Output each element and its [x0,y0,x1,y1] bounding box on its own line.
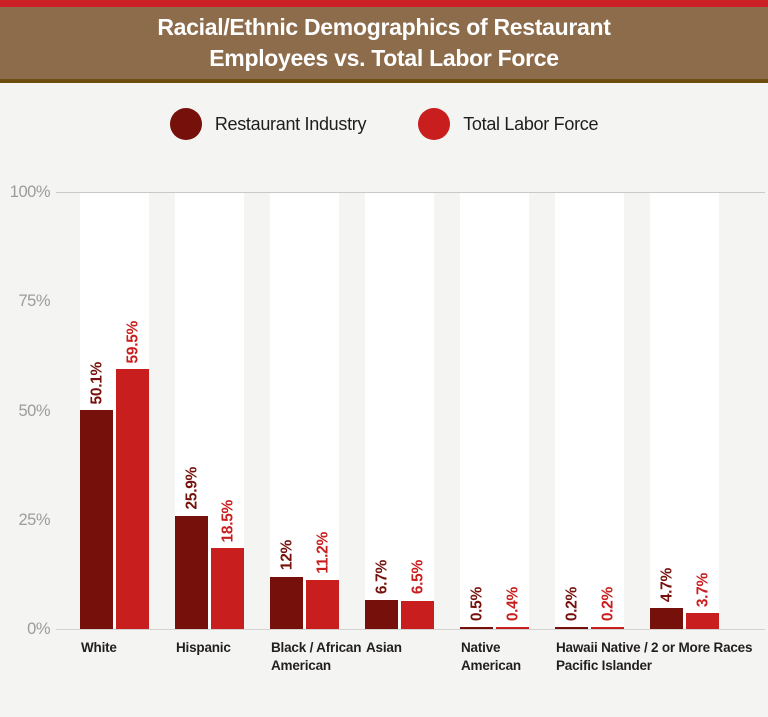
category-band: 25.9% 18.5% [175,193,244,629]
legend-label: Restaurant Industry [214,113,367,134]
bar-restaurant-industry [555,627,588,629]
y-tick-label: 0% [27,620,50,638]
category-band: 4.7% 3.7% [650,193,719,629]
bar-value-label: 25.9% [182,467,200,510]
category-label: Native American [461,640,521,673]
category-label: Asian [366,640,402,655]
y-tick-label: 50% [18,401,50,420]
bar-total-labor-force [591,627,624,629]
legend-label: Total Labor Force [463,113,599,134]
bar-total-labor-force [211,548,244,629]
bar-value-label: 6.7% [372,559,390,594]
category-band: 50.1% 59.5% [80,193,149,629]
page-title: Racial/Ethnic Demographics of Restaurant… [157,13,611,71]
bar-value-label: 59.5% [123,320,141,363]
bar-restaurant-industry [80,410,113,629]
bar-total-labor-force [401,600,434,629]
y-tick-label: 75% [18,292,50,311]
bar-value-label: 0.2% [598,586,616,621]
bar-value-label: 12% [277,540,295,571]
y-tick-label: 100% [9,183,51,201]
title-banner: Racial/Ethnic Demographics of Restaurant… [0,7,768,83]
bar-value-label: 0.2% [562,586,580,621]
legend-item-restaurant-industry: Restaurant Industry [169,108,367,140]
legend-item-total-labor-force: Total Labor Force [418,108,598,140]
legend-swatch-labor-icon [418,108,451,140]
bar-total-labor-force [496,627,529,629]
bar-restaurant-industry [460,626,493,629]
bar-value-label: 11.2% [313,532,331,575]
axis-baseline [56,629,765,630]
bar-total-labor-force [116,369,149,629]
bar-total-labor-force [686,612,719,629]
bar-restaurant-industry [650,608,683,629]
bar-value-label: 0.5% [467,586,485,621]
bar-value-label: 3.7% [693,572,711,607]
bar-value-label: 50.1% [87,361,105,405]
top-accent-bar [0,0,768,7]
category-label: Hispanic [176,640,231,655]
category-band: 0.5% 0.4% [460,193,529,629]
bar-total-labor-force [306,580,339,629]
x-axis-labels: White Hispanic Black / African American Asi… [0,639,768,703]
bar-restaurant-industry [175,515,208,629]
chart-legend: Restaurant Industry Total Labor Force [0,108,768,140]
bar-chart-plot-area: 100% 75% 50% 25% 0% 50.1% 59.5% 25.9% 18.5% 12% 11… [0,183,768,638]
category-band: 0.2% 0.2% [555,193,624,629]
bar-restaurant-industry [270,576,303,629]
category-band: 6.7% 6.5% [365,193,434,629]
category-label: Black / African American [271,640,362,673]
bar-value-label: 6.5% [408,560,426,595]
category-label: Hawaii Native / Pacific Islander [556,640,652,673]
legend-swatch-restaurant-icon [169,108,202,140]
bar-value-label: 0.4% [503,586,521,621]
category-label: 2 or More Races [651,640,753,655]
bar-value-label: 4.7% [657,568,675,603]
category-band: 12% 11.2% [270,193,339,629]
y-tick-label: 25% [18,510,50,529]
bar-value-label: 18.5% [218,499,236,543]
category-label: White [81,640,117,655]
bar-restaurant-industry [365,599,398,629]
gridline-100pct [56,192,765,193]
